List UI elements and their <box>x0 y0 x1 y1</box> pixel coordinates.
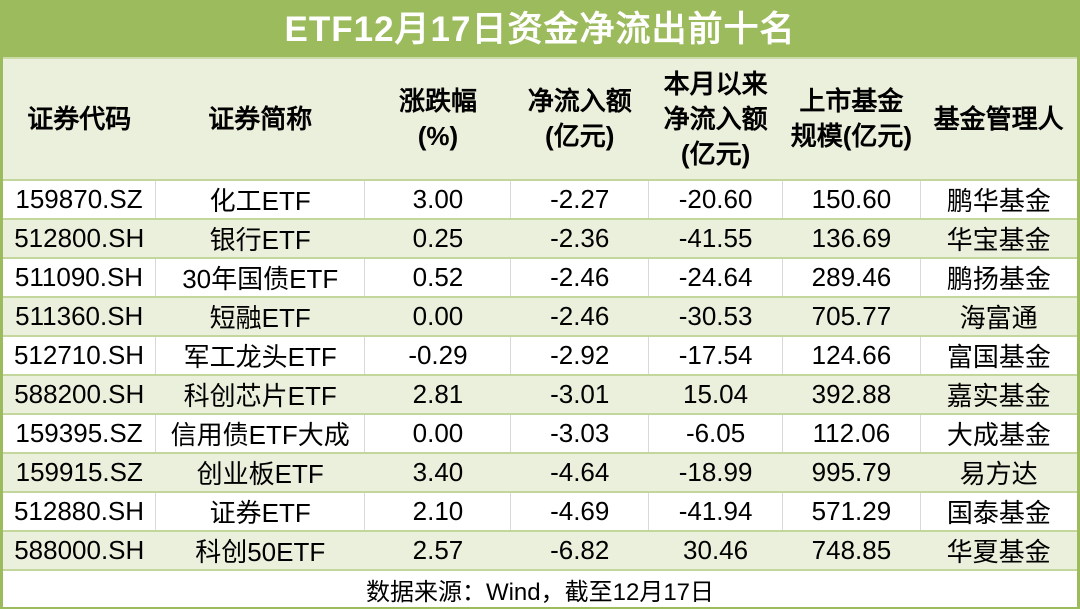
table-cell: 512800.SH <box>3 218 156 258</box>
table-cell: 信用债ETF大成 <box>154 413 365 453</box>
page-title: ETF12月17日资金净流出前十名 <box>3 3 1077 59</box>
table-footer: 数据来源：Wind，截至12月17日 <box>3 569 1077 607</box>
table-cell: -2.92 <box>510 335 649 375</box>
table-cell: -0.29 <box>364 335 511 375</box>
table-row: 588200.SH 科创芯片ETF 2.81 -3.01 15.04 392.88 嘉实基金 <box>3 374 1077 414</box>
table-row: 159870.SZ 化工ETF 3.00 -2.27 -20.60 150.60 鹏华基金 <box>3 179 1077 219</box>
column-header: 基金管理人 <box>920 59 1077 180</box>
table-cell: 0.00 <box>364 296 511 336</box>
table-cell: 证券ETF <box>154 491 365 531</box>
table-cell: 3.00 <box>364 179 511 219</box>
table-cell: 150.60 <box>782 179 921 219</box>
table-cell: 0.25 <box>364 218 511 258</box>
table-cell: 2.10 <box>364 491 511 531</box>
table-cell: 392.88 <box>782 374 921 414</box>
table-cell: 159395.SZ <box>3 413 156 453</box>
table-cell: 995.79 <box>782 452 921 492</box>
table-cell: -17.54 <box>647 335 783 375</box>
table-cell: 科创芯片ETF <box>155 374 365 414</box>
etf-outflow-table: 证券代码 证券简称 涨跌幅 (%) 净流入额 (亿元) 本月以来 净流入额 (亿元) 上市基金 规模… <box>3 59 1077 607</box>
table-cell: -6.05 <box>647 413 783 453</box>
table-cell: 289.46 <box>782 257 921 297</box>
table-cell: 512710.SH <box>3 335 156 375</box>
table-cell: 511090.SH <box>3 257 156 297</box>
table-cell: 0.52 <box>364 257 511 297</box>
table-cell: 创业板ETF <box>155 452 365 492</box>
table-cell: 银行ETF <box>155 218 365 258</box>
column-header: 证券代码 <box>3 59 156 180</box>
table-cell: 30年国债ETF <box>154 257 365 297</box>
table-cell: -24.64 <box>647 257 783 297</box>
table-cell: 鹏华基金 <box>919 179 1077 219</box>
table-cell: 鹏扬基金 <box>919 257 1077 297</box>
table-row: 159395.SZ 信用债ETF大成 0.00 -3.03 -6.05 112.06 大成基… <box>3 413 1077 453</box>
table-cell: 159915.SZ <box>3 452 156 492</box>
table-cell: -2.46 <box>510 296 649 336</box>
header-row: 证券代码 证券简称 涨跌幅 (%) 净流入额 (亿元) 本月以来 净流入额 (亿元) 上市基金 规模… <box>3 59 1077 180</box>
column-header: 证券简称 <box>155 59 365 180</box>
table-cell: 512880.SH <box>3 491 156 531</box>
table-cell: 748.85 <box>782 530 921 570</box>
table-cell: -30.53 <box>648 296 783 336</box>
source-row: 数据来源：Wind，截至12月17日 <box>3 569 1077 607</box>
table-cell: -20.60 <box>647 179 783 219</box>
table-cell: 嘉实基金 <box>920 374 1077 414</box>
table-cell: 30.46 <box>648 530 783 570</box>
table-cell: 海富通 <box>920 296 1077 336</box>
table-cell: 588200.SH <box>3 374 156 414</box>
table-row: 511090.SH 30年国债ETF 0.52 -2.46 -24.64 289.46 鹏扬… <box>3 257 1077 297</box>
table-row: 512710.SH 军工龙头ETF -0.29 -2.92 -17.54 124.66 富国… <box>3 335 1077 375</box>
table-cell: 15.04 <box>648 374 783 414</box>
table-cell: -2.27 <box>510 179 649 219</box>
table-cell: 124.66 <box>782 335 921 375</box>
table-cell: -41.94 <box>647 491 783 531</box>
column-header: 上市基金 规模(亿元) <box>782 59 921 180</box>
column-header: 本月以来 净流入额 (亿元) <box>648 59 783 180</box>
table-cell: -3.03 <box>510 413 649 453</box>
table-cell: 511360.SH <box>3 296 156 336</box>
table-row: 512880.SH 证券ETF 2.10 -4.69 -41.94 571.29 国泰基金 <box>3 491 1077 531</box>
table-cell: -2.36 <box>510 218 649 258</box>
table-cell: -2.46 <box>510 257 649 297</box>
table-cell: 华宝基金 <box>920 218 1077 258</box>
table-row: 512800.SH 银行ETF 0.25 -2.36 -41.55 136.69 华宝基金 <box>3 218 1077 258</box>
table-cell: -41.55 <box>648 218 783 258</box>
column-header: 净流入额 (亿元) <box>510 59 649 180</box>
table-cell: 富国基金 <box>919 335 1077 375</box>
table-cell: 化工ETF <box>154 179 365 219</box>
table-row: 511360.SH 短融ETF 0.00 -2.46 -30.53 705.77 海富通 <box>3 296 1077 336</box>
table-cell: 科创50ETF <box>155 530 365 570</box>
table-cell: 159870.SZ <box>3 179 156 219</box>
table-cell: 588000.SH <box>3 530 156 570</box>
table-cell: 军工龙头ETF <box>154 335 365 375</box>
column-header: 涨跌幅 (%) <box>364 59 511 180</box>
table-cell: -3.01 <box>510 374 649 414</box>
table-cell: 136.69 <box>782 218 921 258</box>
table-cell: -4.64 <box>510 452 649 492</box>
table-cell: 705.77 <box>782 296 921 336</box>
table-cell: -18.99 <box>648 452 783 492</box>
table-cell: -4.69 <box>510 491 649 531</box>
table-cell: 易方达 <box>920 452 1077 492</box>
table-cell: 华夏基金 <box>920 530 1077 570</box>
table-row: 159915.SZ 创业板ETF 3.40 -4.64 -18.99 995.79 易方达 <box>3 452 1077 492</box>
table-header: 证券代码 证券简称 涨跌幅 (%) 净流入额 (亿元) 本月以来 净流入额 (亿元) 上市基金 规模… <box>3 59 1077 180</box>
table-cell: 3.40 <box>364 452 511 492</box>
table-cell: 国泰基金 <box>919 491 1077 531</box>
table-cell: -6.82 <box>510 530 649 570</box>
table-cell: 2.57 <box>364 530 511 570</box>
table-cell: 短融ETF <box>155 296 365 336</box>
data-source-note: 数据来源：Wind，截至12月17日 <box>3 569 1077 607</box>
table-cell: 大成基金 <box>919 413 1077 453</box>
table-cell: 112.06 <box>782 413 921 453</box>
table-body: 159870.SZ 化工ETF 3.00 -2.27 -20.60 150.60 鹏华基金 5… <box>3 179 1077 570</box>
table-cell: 2.81 <box>364 374 511 414</box>
table-cell: 0.00 <box>364 413 511 453</box>
table-cell: 571.29 <box>782 491 921 531</box>
table-row: 588000.SH 科创50ETF 2.57 -6.82 30.46 748.85 华夏基金 <box>3 530 1077 570</box>
